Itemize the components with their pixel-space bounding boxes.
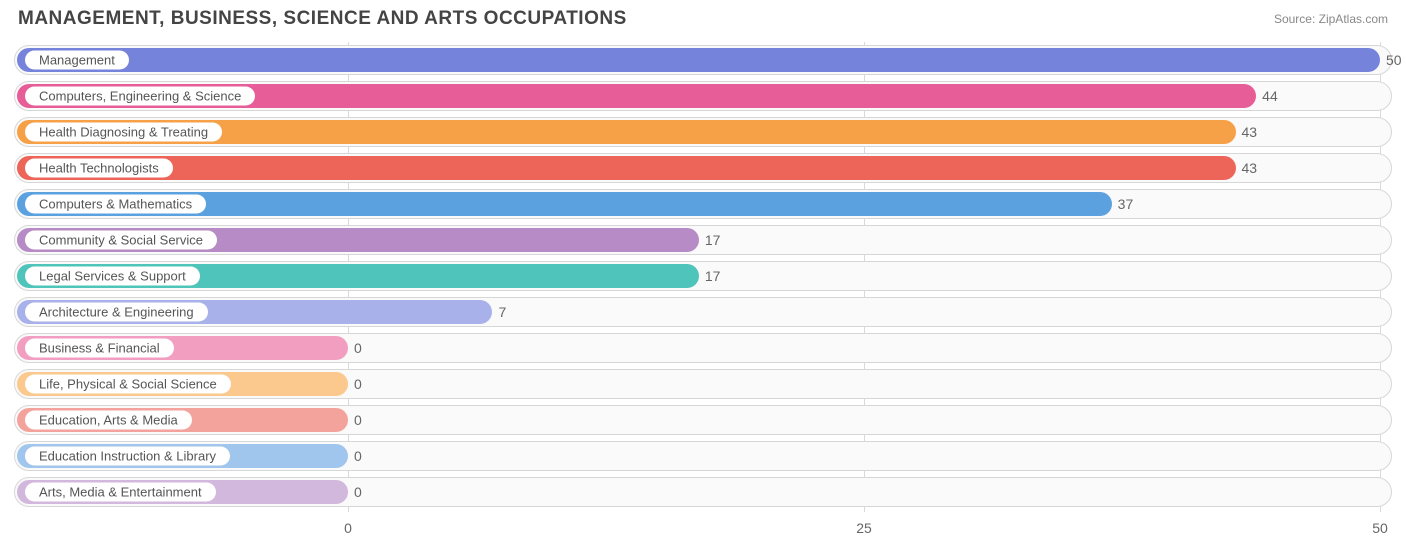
category-pill: Management xyxy=(25,51,129,70)
bar-row: Health Diagnosing & Treating 43 xyxy=(14,114,1392,150)
x-tick-label: 50 xyxy=(1372,520,1388,536)
bar-row: Arts, Media & Entertainment 0 xyxy=(14,474,1392,510)
bar-value-label: 7 xyxy=(498,304,506,320)
bar-row: Architecture & Engineering 7 xyxy=(14,294,1392,330)
source-label: Source: xyxy=(1274,12,1315,26)
category-pill: Arts, Media & Entertainment xyxy=(25,483,216,502)
x-tick-label: 25 xyxy=(856,520,872,536)
chart-title: MANAGEMENT, BUSINESS, SCIENCE AND ARTS O… xyxy=(18,8,627,30)
bar-value-label: 37 xyxy=(1118,196,1134,212)
bar-row: Computers & Mathematics 37 xyxy=(14,186,1392,222)
plot-region: Management50Computers, Engineering & Sci… xyxy=(14,42,1392,512)
category-pill: Architecture & Engineering xyxy=(25,303,208,322)
bar-row: Health Technologists 43 xyxy=(14,150,1392,186)
category-pill: Education, Arts & Media xyxy=(25,411,192,430)
bar-fill xyxy=(17,48,1380,72)
category-pill: Education Instruction & Library xyxy=(25,447,230,466)
bar-value-label: 44 xyxy=(1262,88,1278,104)
bar-row: Life, Physical & Social Science 0 xyxy=(14,366,1392,402)
bar-row: Education, Arts & Media 0 xyxy=(14,402,1392,438)
x-tick-label: 0 xyxy=(344,520,352,536)
bar-value-label: 17 xyxy=(705,232,721,248)
bar-row: Management50 xyxy=(14,42,1392,78)
category-pill: Business & Financial xyxy=(25,339,174,358)
bar-value-label: 0 xyxy=(354,484,362,500)
category-pill: Computers, Engineering & Science xyxy=(25,87,255,106)
bar-value-label: 43 xyxy=(1242,160,1258,176)
bar-value-label: 17 xyxy=(705,268,721,284)
category-pill: Health Technologists xyxy=(25,159,173,178)
category-pill: Life, Physical & Social Science xyxy=(25,375,231,394)
bar-row: Community & Social Service 17 xyxy=(14,222,1392,258)
bar-value-label: 0 xyxy=(354,340,362,356)
category-pill: Legal Services & Support xyxy=(25,267,200,286)
chart-area: Management50Computers, Engineering & Sci… xyxy=(14,42,1392,542)
bar-row: Business & Financial 0 xyxy=(14,330,1392,366)
bar-row: Computers, Engineering & Science 44 xyxy=(14,78,1392,114)
bar-value-label: 50 xyxy=(1386,52,1402,68)
bar-fill xyxy=(17,156,1236,180)
bar-value-label: 0 xyxy=(354,376,362,392)
bar-value-label: 43 xyxy=(1242,124,1258,140)
category-pill: Community & Social Service xyxy=(25,231,217,250)
bar-value-label: 0 xyxy=(354,412,362,428)
bar-row: Legal Services & Support 17 xyxy=(14,258,1392,294)
bar-row: Education Instruction & Library 0 xyxy=(14,438,1392,474)
bar-value-label: 0 xyxy=(354,448,362,464)
category-pill: Health Diagnosing & Treating xyxy=(25,123,222,142)
source-site: ZipAtlas.com xyxy=(1319,12,1388,26)
category-pill: Computers & Mathematics xyxy=(25,195,206,214)
chart-source: Source: ZipAtlas.com xyxy=(1274,8,1388,26)
chart-header: MANAGEMENT, BUSINESS, SCIENCE AND ARTS O… xyxy=(0,0,1406,34)
